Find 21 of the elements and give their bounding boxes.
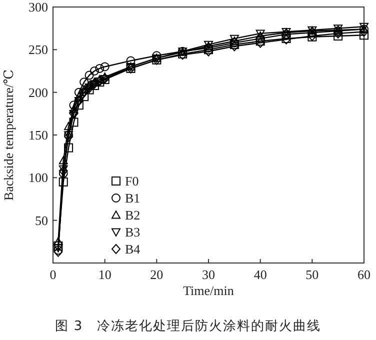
legend-label: B1	[125, 190, 140, 206]
caption: 图 3 冷冻老化处理后防火涂料的耐火曲线	[54, 319, 322, 334]
y-tick-label: 200	[28, 84, 48, 100]
x-tick-label: 30	[202, 267, 215, 282]
legend-label: B3	[125, 224, 140, 240]
x-tick-label: 40	[254, 267, 267, 282]
y-tick-label: 250	[28, 42, 48, 58]
x-tick-label: 20	[150, 267, 164, 282]
x-tick-label: 0	[50, 267, 56, 282]
y-axis-title: Backside temperature/℃	[1, 69, 16, 201]
legend-label: F0	[125, 174, 139, 188]
y-tick-label: 100	[28, 170, 48, 186]
x-axis-title: Time/min	[183, 283, 234, 298]
x-tick-label: 10	[98, 267, 112, 282]
y-tick-label: 50	[35, 212, 48, 228]
y-tick-label: 150	[28, 128, 48, 142]
legend-label: B2	[125, 208, 140, 222]
x-tick-label: 50	[306, 267, 319, 282]
x-tick-label: 60	[358, 267, 370, 282]
y-tick-label: 300	[28, 0, 48, 14]
legend-label: B4	[125, 242, 141, 256]
